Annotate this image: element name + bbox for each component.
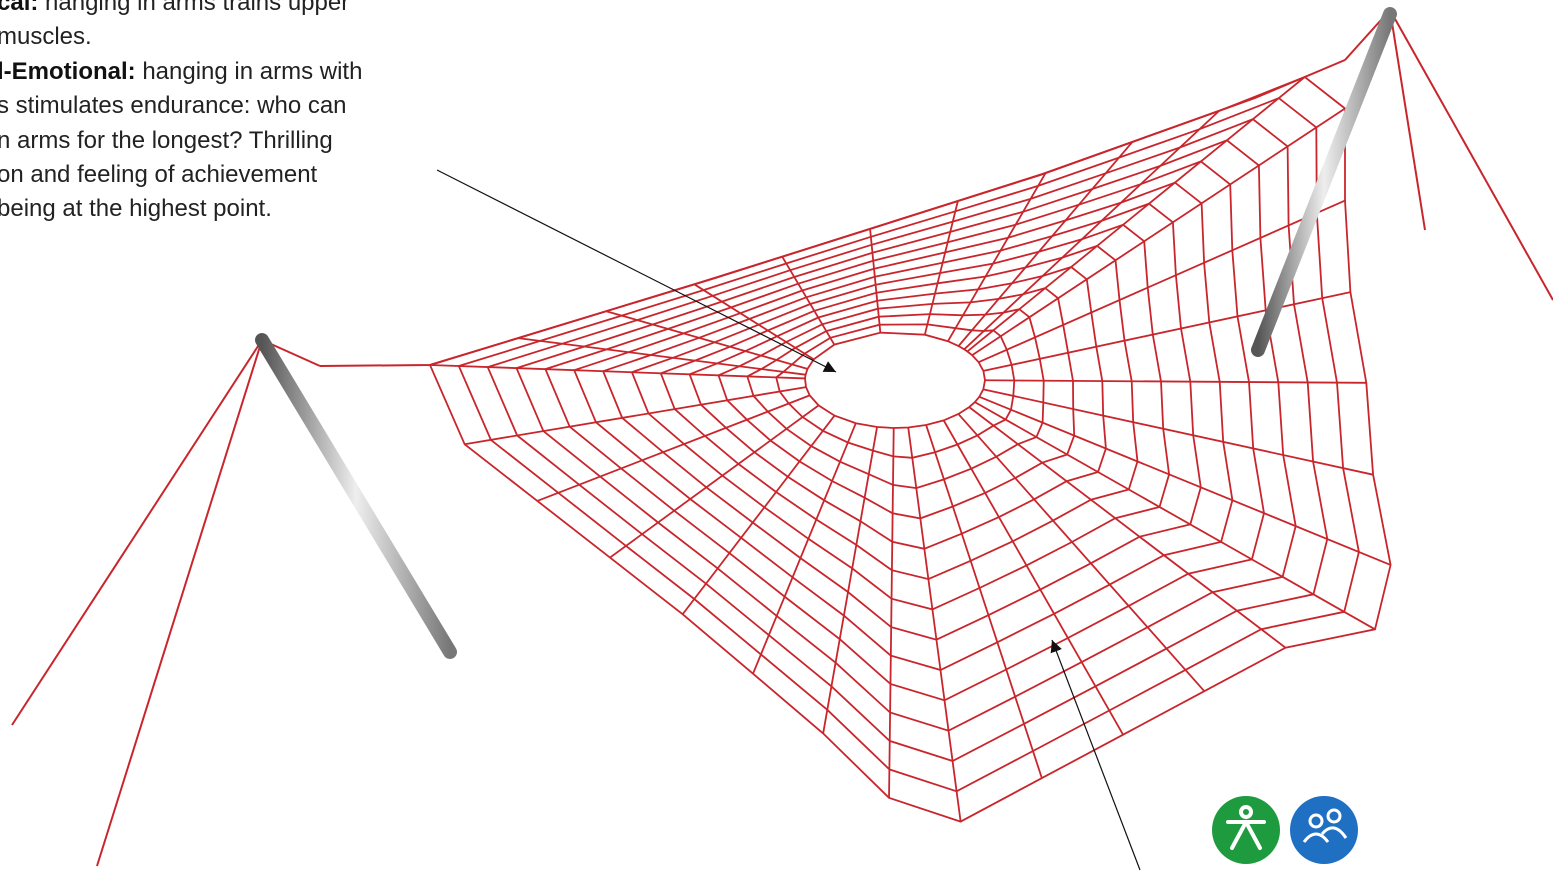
label: cal: — [0, 0, 39, 16]
icon — [1290, 796, 1358, 864]
net-cord — [429, 364, 806, 380]
net-cord — [515, 139, 1297, 732]
net-cord — [464, 386, 807, 446]
net-cord — [942, 419, 1124, 736]
net-cord — [752, 422, 857, 675]
net-cord — [609, 404, 820, 559]
net-cord — [947, 172, 1047, 342]
net-cord — [428, 75, 1392, 823]
net — [428, 75, 1392, 823]
pole — [1251, 7, 1397, 357]
net-cord — [971, 107, 1346, 356]
net-cord — [781, 256, 836, 346]
net-cord — [572, 181, 1234, 671]
description: cal: hanging in arms trains upper muscles… — [0, 0, 362, 227]
text-line: s stimulates endurance: who can — [0, 89, 362, 123]
label: l-Emotional: — [0, 57, 136, 85]
net-cord — [659, 244, 1139, 581]
net-cord — [688, 265, 1107, 550]
text-line: being at the highest point. — [0, 192, 362, 226]
net-cord — [923, 200, 959, 335]
text: on and feeling of achievement — [0, 161, 318, 189]
net-cord — [693, 283, 815, 361]
net-cord — [984, 379, 1367, 384]
net-cord — [888, 427, 895, 798]
arrow — [436, 169, 837, 373]
net-cord — [957, 413, 1205, 692]
net-cord — [457, 97, 1360, 793]
text-line: n arms for the longest? Thrilling — [0, 124, 362, 158]
net-cord — [966, 76, 1306, 353]
text: muscles. — [0, 23, 92, 51]
net-cord — [486, 118, 1329, 762]
net-cord — [601, 202, 1202, 641]
net-cord — [822, 426, 878, 734]
net-cord — [968, 406, 1287, 649]
pole — [255, 333, 457, 659]
net-cord — [978, 199, 1346, 364]
net-cord — [963, 110, 1220, 350]
icon — [1212, 796, 1280, 864]
text-line: on and feeling of achievement — [0, 158, 362, 192]
text: being at the highest point. — [0, 195, 272, 223]
text-line: cal: hanging in arms trains upper — [0, 0, 362, 20]
net-cord — [957, 141, 1134, 347]
net-cord — [717, 287, 1076, 520]
arrow — [1050, 639, 1141, 871]
text-line: muscles. — [0, 20, 362, 54]
net-cord — [544, 160, 1265, 702]
net-cord — [605, 310, 808, 370]
net-cord — [869, 228, 882, 333]
text: n arms for the longest? Thrilling — [0, 126, 333, 154]
net-cord — [974, 401, 1376, 631]
net-cord — [681, 415, 836, 615]
text: s stimulates endurance: who can — [0, 92, 347, 120]
net-cord — [518, 337, 806, 376]
net-cord — [907, 427, 962, 822]
net-cord — [925, 424, 1043, 779]
net-cord — [537, 394, 811, 502]
net-cord — [630, 223, 1171, 611]
text-line: l-Emotional: hanging in arms with — [0, 55, 362, 89]
net-cord — [983, 388, 1374, 476]
net-cord — [804, 331, 986, 429]
text: hanging in arms trains upper — [38, 0, 350, 16]
net-cord — [978, 395, 1391, 566]
net-cord — [775, 323, 1016, 459]
net-cord — [983, 291, 1351, 372]
net-cord — [746, 308, 1045, 490]
text: hanging in arms with — [135, 57, 363, 85]
